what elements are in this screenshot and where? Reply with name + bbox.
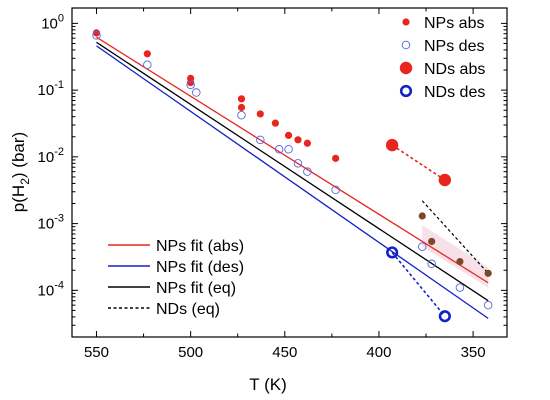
- point-nps-des: [303, 167, 312, 176]
- point-nps-abs: [237, 103, 246, 112]
- point-nps-des: [293, 159, 303, 168]
- point-nds-des: [438, 310, 451, 323]
- y-tick-label: 10-2: [38, 146, 64, 166]
- fit-line-nps-des: [96, 45, 489, 319]
- x-tick-label: 500: [178, 344, 203, 361]
- y-tick-label: 10-1: [38, 79, 64, 99]
- fit-line-nps-abs: [96, 36, 489, 284]
- point-nps-des: [284, 145, 293, 154]
- point-nps-abs: [332, 154, 340, 162]
- x-axis-label: T (K): [249, 375, 286, 394]
- legend-nds-des-marker: [399, 84, 413, 98]
- point-nps-des: [483, 300, 493, 310]
- point-nps-abs: [284, 131, 293, 139]
- point-nps-abs: [484, 269, 492, 277]
- point-nps-des: [237, 111, 246, 120]
- point-nps-abs: [456, 257, 464, 266]
- point-nps-abs: [294, 136, 302, 144]
- point-nds-abs: [438, 173, 452, 187]
- point-nds-abs: [385, 138, 399, 152]
- point-nps-des: [186, 80, 195, 90]
- point-nps-des: [418, 242, 427, 252]
- point-nps-des: [331, 185, 340, 195]
- legend-nps-des-marker: [401, 40, 411, 50]
- plot-frame: [71, 7, 508, 338]
- dashed-line-nds-des: [391, 251, 446, 317]
- legend-nds-des-label: NDs des: [424, 84, 485, 101]
- y-axis-label: p(H2) (bar): [9, 132, 32, 212]
- legend-nps-fit-abs-label: NPs fit (abs): [156, 238, 244, 255]
- point-nps-abs: [428, 237, 436, 246]
- point-nps-abs: [303, 139, 311, 147]
- point-nps-abs: [271, 119, 279, 127]
- y-tick-label: 10-4: [38, 279, 64, 299]
- point-nps-abs: [237, 95, 246, 103]
- point-nps-abs: [92, 29, 101, 37]
- x-tick-label: 450: [272, 344, 297, 361]
- legend-nps-abs-marker: [402, 18, 410, 26]
- legend-nds-abs-marker: [399, 61, 413, 75]
- point-nps-des: [92, 31, 101, 40]
- point-nds-des: [386, 246, 399, 259]
- point-nps-abs: [143, 50, 151, 58]
- legend-nps-fit-des-label: NPs fit (des): [156, 259, 244, 276]
- y-tick-label: 100: [41, 12, 64, 32]
- fit-line-nps-eq: [96, 41, 489, 302]
- legend-nds-abs-label: NDs abs: [424, 61, 485, 78]
- point-nps-des: [455, 283, 465, 292]
- y-tick-label: 10-3: [38, 213, 64, 233]
- point-nps-des: [143, 60, 152, 69]
- dashed-line-nds-abs: [391, 144, 446, 181]
- x-tick-label: 550: [84, 344, 109, 361]
- point-nps-des: [192, 88, 201, 97]
- legend-nps-des-label: NPs des: [424, 38, 484, 55]
- legend-nps-abs-label: NPs abs: [424, 15, 484, 32]
- point-nps-des: [427, 259, 436, 269]
- legend-nds-eq-label: NDs (eq): [156, 301, 220, 318]
- legend-nps-fit-eq-label: NPs fit (eq): [156, 280, 236, 297]
- point-nps-abs: [187, 78, 195, 87]
- x-tick-label: 350: [461, 344, 486, 361]
- point-nps-des: [256, 135, 265, 145]
- x-tick-label: 400: [366, 344, 391, 361]
- point-nps-abs: [256, 110, 264, 118]
- point-nps-abs: [418, 212, 426, 220]
- point-nps-des: [274, 145, 284, 154]
